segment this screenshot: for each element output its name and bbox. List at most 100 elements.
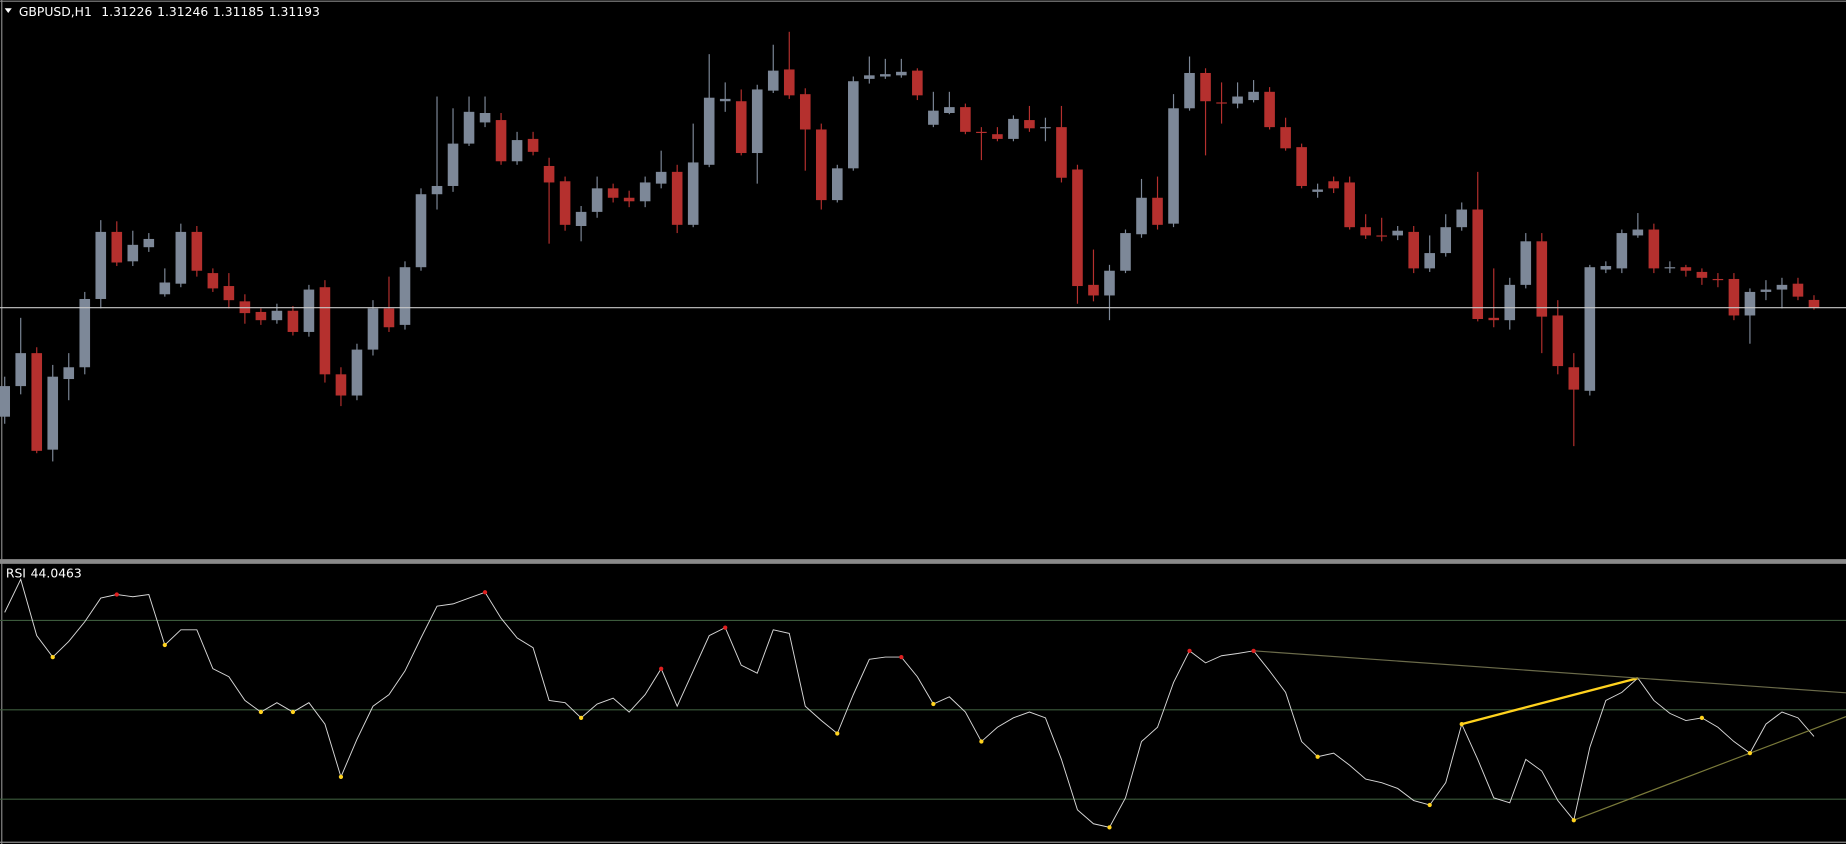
candle-body	[719, 98, 731, 102]
candle-body	[639, 182, 651, 202]
candle-body	[367, 308, 379, 350]
candle-body	[1232, 96, 1243, 104]
low-value: 1.31185	[213, 4, 264, 18]
candle-body	[783, 69, 795, 96]
candle-body	[175, 231, 187, 284]
candle-body	[527, 138, 539, 152]
peak-dot	[114, 592, 119, 597]
high-value: 1.31246	[157, 4, 208, 18]
price-header: GBPUSD,H1 1.31226 1.31246 1.31185 1.31193	[19, 4, 320, 18]
candle-body	[575, 211, 587, 227]
trough-dot	[50, 654, 55, 660]
candle-body	[751, 89, 763, 154]
trough-dot	[979, 739, 984, 744]
candle-body	[1552, 315, 1564, 367]
candle-body	[1488, 317, 1500, 321]
rsi-header: RSI 44.0463	[6, 566, 82, 580]
candle-body	[415, 194, 427, 268]
candle-body	[880, 74, 891, 77]
peak-dot	[482, 590, 488, 595]
candle-body	[1536, 241, 1548, 317]
candle-body	[1216, 102, 1227, 104]
trough-dot	[1107, 825, 1112, 830]
trough-dot	[1315, 754, 1320, 759]
candle-body	[1040, 127, 1051, 129]
candle-body	[1344, 182, 1355, 228]
candle-body	[1616, 233, 1628, 269]
candle-body	[47, 376, 59, 450]
candle-body	[1680, 267, 1692, 271]
open-value: 1.31226	[101, 4, 152, 18]
candle-body	[1664, 267, 1676, 269]
candle-body	[383, 308, 395, 328]
candle-body	[0, 386, 11, 417]
rsi-pane	[0, 578, 1846, 830]
candle-body	[687, 162, 699, 225]
candle-body	[1744, 291, 1756, 316]
candle-body	[912, 70, 923, 96]
candle-body	[79, 298, 91, 368]
candle-body	[303, 289, 315, 332]
candle-body	[1408, 231, 1419, 269]
candle-body	[623, 197, 635, 202]
trough-dot	[835, 731, 840, 736]
candle-body	[191, 231, 203, 271]
candle-body	[1792, 283, 1804, 297]
candle-body	[1392, 230, 1403, 236]
trough-dot	[1571, 818, 1576, 823]
candle-body	[495, 120, 507, 162]
trough-dot	[1427, 802, 1432, 808]
candle-body	[1440, 227, 1452, 254]
candle-body	[207, 273, 219, 289]
candle-body	[127, 244, 139, 262]
candle-body	[703, 97, 715, 165]
trough-dot	[162, 642, 167, 648]
candle-body	[1152, 197, 1163, 225]
trough-dot	[1747, 751, 1753, 756]
candle-body	[159, 282, 171, 295]
trendline	[1253, 650, 1846, 694]
candle-body	[1024, 120, 1035, 129]
candle-body	[447, 143, 459, 186]
menu-arrow[interactable]	[4, 8, 12, 13]
candle-body	[1200, 72, 1211, 102]
candle-body	[95, 231, 107, 299]
candle-body	[1376, 235, 1387, 237]
candle-body	[143, 238, 155, 248]
candle-body	[1072, 169, 1083, 287]
candle-body	[1248, 91, 1259, 101]
candle-body	[271, 310, 283, 321]
candle-body	[1584, 267, 1596, 391]
candle-body	[1184, 72, 1195, 109]
candle-body	[223, 286, 235, 301]
candle-body	[1760, 289, 1772, 292]
candle-body	[831, 168, 843, 201]
candle-body	[1808, 299, 1820, 308]
candle-body	[735, 101, 747, 154]
price-pane	[0, 31, 1846, 462]
candle-body	[559, 181, 571, 225]
trough-dot	[1699, 715, 1705, 720]
candle-body	[31, 353, 43, 451]
candle-body	[479, 113, 491, 123]
candle-body	[1728, 278, 1740, 316]
candle-body	[848, 81, 859, 169]
candle-body	[1008, 118, 1019, 139]
candle-body	[1520, 241, 1532, 285]
candle-body	[976, 131, 987, 134]
rsi-name: RSI	[6, 566, 26, 580]
candle-body	[319, 287, 331, 375]
candle-body	[1648, 229, 1660, 269]
candle-body	[335, 374, 347, 396]
trendline	[1461, 676, 1639, 726]
candle-body	[1120, 233, 1131, 271]
candle-body	[1696, 271, 1708, 278]
candle-body	[799, 94, 811, 130]
candle-body	[463, 111, 475, 144]
candle-body	[1312, 189, 1323, 192]
candle-body	[1424, 253, 1436, 269]
candle-body	[1600, 266, 1612, 270]
candle-body	[1168, 108, 1179, 224]
candle-body	[655, 171, 667, 184]
